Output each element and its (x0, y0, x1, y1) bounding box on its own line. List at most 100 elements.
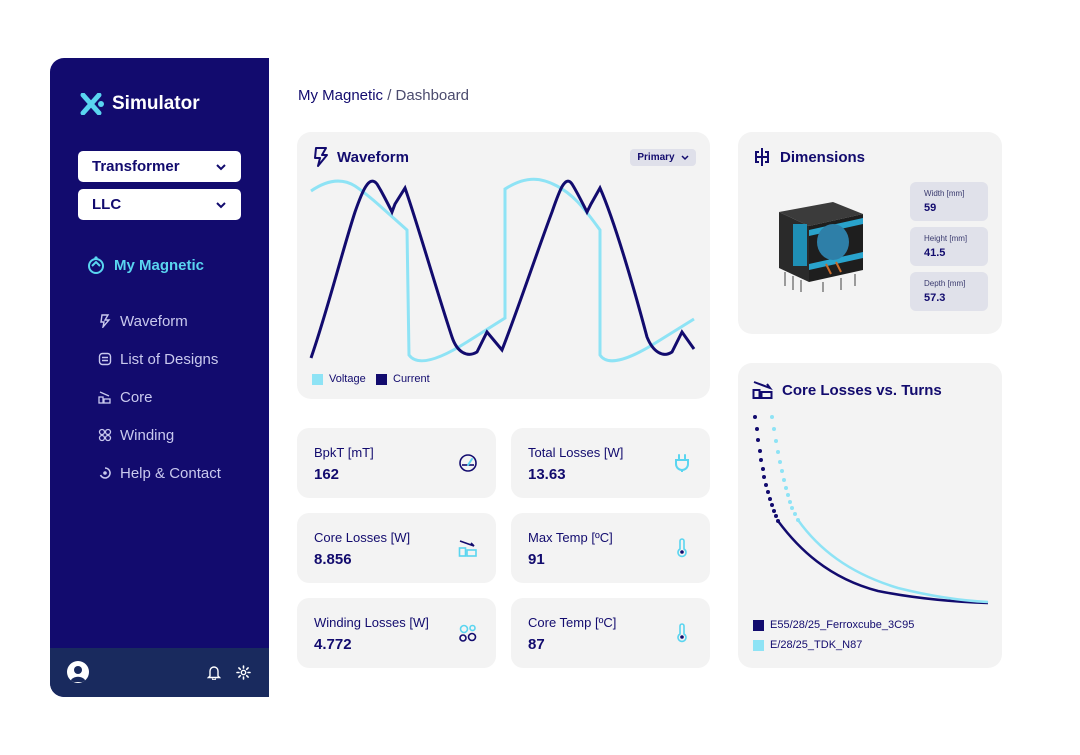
metric-max-temp: Max Temp [ºC] 91 (511, 513, 710, 583)
metric-value: 4.772 (314, 636, 352, 653)
metric-value: 162 (314, 466, 340, 483)
bolt-icon (314, 147, 328, 167)
metric-winding-losses: Winding Losses [W] 4.772 (297, 598, 496, 668)
core-icon (98, 391, 111, 404)
ferroxcube-legend-label: E55/28/25_Ferroxcube_3C95 (770, 619, 915, 631)
app-title: Simulator (112, 93, 200, 114)
nav-item-list-of-designs[interactable]: List of Designs (98, 340, 221, 378)
waveform-icon (100, 314, 111, 328)
waveform-title: Waveform (313, 147, 409, 167)
sidebar: Simulator Transformer LLC My Magnetic Wa… (50, 58, 269, 697)
dimensions-title: Dimensions (752, 147, 865, 167)
chevron-down-icon (216, 201, 226, 208)
height-box: Height [mm] 41.5 (910, 227, 988, 266)
nav-item-label: Core (120, 388, 153, 406)
metric-value: 8.856 (314, 551, 352, 568)
device-select[interactable]: Transformer (78, 151, 241, 182)
nav-my-magnetic[interactable]: My Magnetic (86, 255, 204, 275)
device-select-value: Transformer (92, 158, 180, 175)
dimensions-title-text: Dimensions (780, 148, 866, 166)
metric-label: Winding Losses [W] (314, 615, 429, 630)
series-ferroxcube-line (776, 520, 989, 605)
width-box: Width [mm] 59 (910, 182, 988, 221)
breadcrumb-home[interactable]: My Magnetic (298, 87, 384, 104)
dimensions-icon (755, 148, 769, 166)
height-value: 41.5 (924, 247, 946, 259)
core-losses-icon (458, 540, 477, 557)
primary-dropdown-value: Primary (637, 152, 675, 163)
core-losses-chart-title: Core Losses vs. Turns (752, 380, 942, 400)
gauge-icon (459, 454, 477, 472)
current-legend-label: Current (393, 373, 430, 385)
ferroxcube-legend: E55/28/25_Ferroxcube_3C95 (753, 619, 914, 631)
breadcrumb-separator: / (387, 87, 392, 104)
brand[interactable]: Simulator (80, 93, 200, 115)
width-label: Width [mm] (924, 189, 965, 198)
winding-icon (459, 624, 477, 642)
current-swatch (376, 373, 387, 385)
nav-item-label: List of Designs (120, 350, 219, 368)
series-tdk-line (796, 519, 989, 604)
gear-icon[interactable] (236, 665, 251, 680)
thermometer-icon (677, 538, 687, 558)
nav-item-waveform[interactable]: Waveform (98, 302, 221, 340)
height-label: Height [mm] (924, 234, 968, 243)
nav-item-core[interactable]: Core (98, 378, 221, 416)
dimensions-card: Dimensions Width [mm] 59 Height [mm] 41.… (738, 132, 1002, 334)
metric-bpkt: BpkT [mT] 162 (297, 428, 496, 498)
width-value: 59 (924, 202, 937, 214)
nav-item-label: Waveform (120, 312, 188, 330)
tdk-legend-label: E/28/25_TDK_N87 (770, 639, 863, 651)
magnetic-icon (88, 256, 104, 274)
metric-value: 87 (528, 636, 545, 653)
nav-list: Waveform List of Designs Core Winding He… (98, 302, 221, 492)
metric-label: Max Temp [ºC] (528, 530, 613, 545)
nav-my-magnetic-label: My Magnetic (114, 256, 205, 274)
voltage-line (310, 177, 695, 363)
nav-item-winding[interactable]: Winding (98, 416, 221, 454)
waveform-title-text: Waveform (337, 148, 409, 166)
logo-icon (80, 93, 104, 115)
plug-icon (675, 454, 689, 472)
voltage-legend-label: Voltage (329, 373, 366, 385)
breadcrumb-current: Dashboard (395, 87, 469, 104)
topology-select[interactable]: LLC (78, 189, 241, 220)
nav-item-label: Winding (120, 426, 175, 444)
current-legend: Current (376, 373, 430, 385)
list-icon (98, 352, 112, 366)
depth-value: 57.3 (924, 292, 946, 304)
metric-label: BpkT [mT] (314, 445, 374, 460)
core-losses-icon (752, 381, 773, 399)
bell-icon[interactable] (207, 665, 221, 680)
waveform-card: Waveform Primary Voltage Current (297, 132, 710, 399)
avatar[interactable] (67, 661, 89, 683)
nav-item-label: Help & Contact (120, 464, 221, 482)
help-icon (99, 467, 111, 479)
metric-value: 91 (528, 551, 545, 568)
user-icon (70, 666, 86, 682)
ferroxcube-swatch (753, 619, 764, 631)
depth-label: Depth [mm] (924, 279, 966, 288)
topology-select-value: LLC (92, 196, 122, 213)
tdk-swatch (753, 639, 764, 651)
sidebar-footer (50, 648, 269, 697)
nav-item-help-contact[interactable]: Help & Contact (98, 454, 221, 492)
metric-core-temp: Core Temp [ºC] 87 (511, 598, 710, 668)
chevron-down-icon (681, 154, 689, 160)
series-tdk (770, 415, 800, 522)
series-ferroxcube (753, 415, 780, 523)
transformer-image (779, 202, 863, 292)
current-line (309, 179, 696, 359)
voltage-swatch (312, 373, 323, 385)
voltage-legend: Voltage (312, 373, 366, 385)
metric-label: Total Losses [W] (528, 445, 624, 460)
winding-icon (98, 428, 112, 442)
metric-core-losses: Core Losses [W] 8.856 (297, 513, 496, 583)
metric-label: Core Temp [ºC] (528, 615, 617, 630)
core-losses-chart-title-text: Core Losses vs. Turns (782, 381, 942, 399)
waveform-plot (309, 177, 696, 363)
thermometer-icon (677, 623, 687, 643)
primary-dropdown[interactable]: Primary (630, 149, 696, 166)
depth-box: Depth [mm] 57.3 (910, 272, 988, 311)
metric-total-losses: Total Losses [W] 13.63 (511, 428, 710, 498)
